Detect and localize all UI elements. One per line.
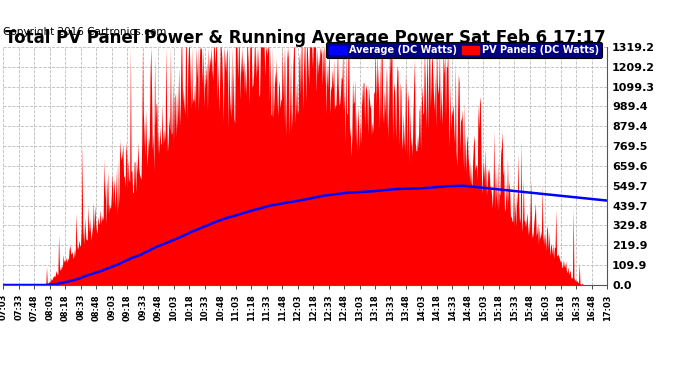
Title: Total PV Panel Power & Running Average Power Sat Feb 6 17:17: Total PV Panel Power & Running Average P…	[5, 29, 606, 47]
Legend: Average (DC Watts), PV Panels (DC Watts): Average (DC Watts), PV Panels (DC Watts)	[326, 42, 602, 58]
Text: Copyright 2016 Cartronics.com: Copyright 2016 Cartronics.com	[3, 27, 167, 38]
